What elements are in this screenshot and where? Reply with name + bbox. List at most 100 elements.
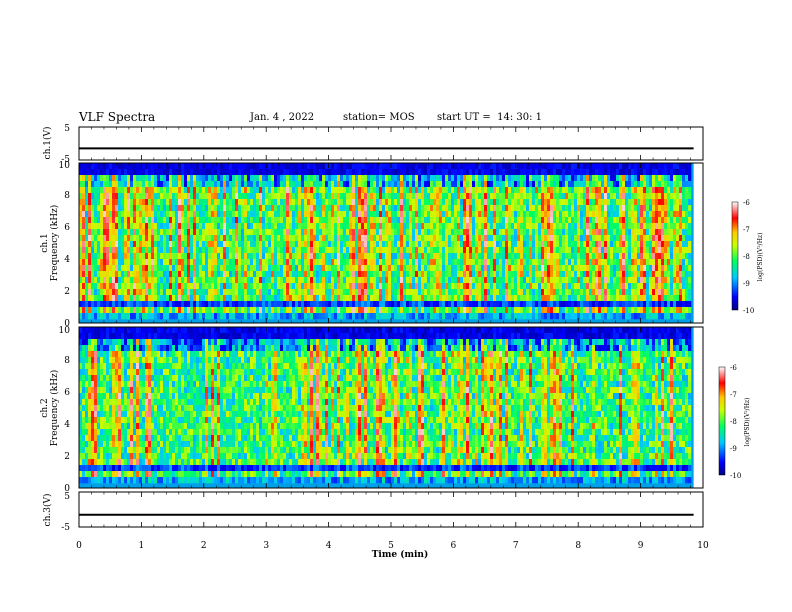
spec1-cell (511, 187, 515, 194)
spec1-cell (337, 211, 341, 218)
spec1-cell (439, 181, 443, 188)
spec1-cell (124, 235, 128, 242)
spec1-cell (550, 235, 554, 242)
spec1-cell (118, 187, 122, 194)
spec1-cell (358, 175, 362, 182)
spec1-cell (637, 175, 641, 182)
spec1-cell (124, 169, 128, 176)
spec1-cell (637, 247, 641, 254)
spec1-cell (241, 313, 245, 320)
spec1-cell (136, 211, 140, 218)
spec1-cell (361, 205, 365, 212)
spec1-cell (106, 253, 110, 260)
spec1-cell (541, 217, 545, 224)
spec1-cell (502, 259, 506, 266)
spec1-cell (310, 283, 314, 290)
spec1-cell (103, 199, 107, 206)
spec1-cell (355, 187, 359, 194)
spec1-cell (259, 223, 263, 230)
spec1-cell (328, 175, 332, 182)
spec1-cell (559, 247, 563, 254)
spec1-cell (280, 301, 284, 308)
spec1-cell (106, 313, 110, 320)
spec1-cell (448, 247, 452, 254)
spec1-cell (487, 163, 491, 170)
spec1-cell (424, 169, 428, 176)
spec1-cell (592, 181, 596, 188)
spec1-cell (379, 307, 383, 314)
spec1-cell (415, 283, 419, 290)
spec1-cell (607, 229, 611, 236)
spec1-cell (97, 235, 101, 242)
spec1-cell (115, 247, 119, 254)
spec1-cell (499, 163, 503, 170)
spec1-cell (160, 259, 164, 266)
spec1-cell (463, 163, 467, 170)
spec1-cell (277, 217, 281, 224)
spec1-cell (364, 211, 368, 218)
spec1-cell (457, 241, 461, 248)
spec1-cell (565, 205, 569, 212)
spec1-cell (82, 175, 86, 182)
spec1-cell (334, 301, 338, 308)
spec1-cell (322, 253, 326, 260)
spec1-cell (406, 211, 410, 218)
spec1-cell (358, 247, 362, 254)
spec1-cell (307, 187, 311, 194)
spec1-cell (94, 205, 98, 212)
spec1-cell (607, 217, 611, 224)
spec1-cell (544, 193, 548, 200)
spec1-cell (499, 211, 503, 218)
spec1-cell (370, 211, 374, 218)
spec1-cell (505, 163, 509, 170)
spec1-cell (169, 181, 173, 188)
spec1-cell (214, 253, 218, 260)
spec1-cell (517, 265, 521, 272)
spec1-cell (604, 253, 608, 260)
spec1-cell (571, 241, 575, 248)
spec1-cell (187, 289, 191, 296)
spec1-cell (133, 271, 137, 278)
spec1-cell (199, 229, 203, 236)
spec1-cell (148, 301, 152, 308)
spec1-cell (604, 265, 608, 272)
spec1-cell (292, 229, 296, 236)
spec1-cell (325, 277, 329, 284)
spec1-cell (541, 169, 545, 176)
spec1-cell (517, 235, 521, 242)
spec1-cell (442, 241, 446, 248)
spec1-cell (592, 259, 596, 266)
spec1-cell (598, 283, 602, 290)
spec1-cell (133, 205, 137, 212)
spec1-cell (91, 289, 95, 296)
spec1-cell (652, 181, 656, 188)
spec1-cell (568, 253, 572, 260)
spec1-cell (349, 241, 353, 248)
spec1-cell (478, 295, 482, 302)
spec1-cell (538, 211, 542, 218)
spec1-cell (184, 169, 188, 176)
spec1-cell (631, 169, 635, 176)
spec1-cell (154, 187, 158, 194)
spec1-cell (268, 175, 272, 182)
spec1-cell (235, 307, 239, 314)
spec1-cell (142, 247, 146, 254)
spec1-cell (322, 259, 326, 266)
spec1-cell (187, 241, 191, 248)
spec1-cell (280, 217, 284, 224)
spec1-cell (628, 307, 632, 314)
spec1-cell (121, 283, 125, 290)
spec1-cell (175, 253, 179, 260)
spec1-cell (427, 211, 431, 218)
spec1-cell (616, 277, 620, 284)
spec1-cell (499, 175, 503, 182)
spec1-cell (274, 205, 278, 212)
spec1-cell (115, 205, 119, 212)
spec1-cell (277, 307, 281, 314)
spec1-cell (310, 307, 314, 314)
spec1-cell (262, 283, 266, 290)
spec1-cell (319, 229, 323, 236)
spec1-cell (481, 241, 485, 248)
spec1-cell (445, 271, 449, 278)
spec1-cell (331, 211, 335, 218)
